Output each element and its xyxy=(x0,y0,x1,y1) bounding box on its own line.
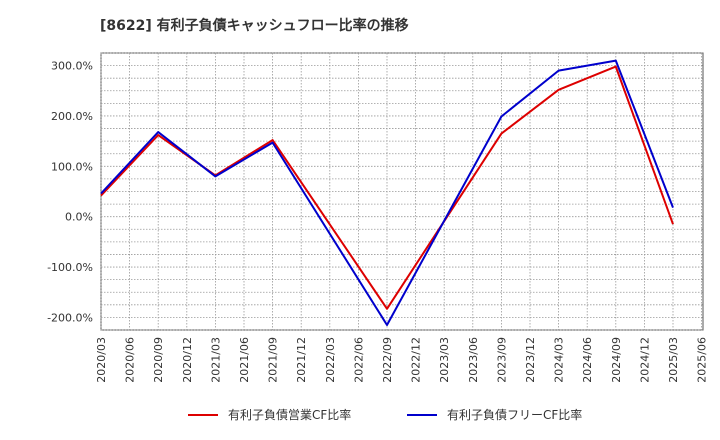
x-tick-label: 2020/12 xyxy=(181,337,194,383)
x-tick-label: 2025/03 xyxy=(667,337,680,383)
y-tick-label: -200.0% xyxy=(47,311,93,324)
x-tick-label: 2022/12 xyxy=(410,337,423,383)
x-tick-label: 2020/09 xyxy=(152,337,165,383)
y-tick-label: -100.0% xyxy=(47,261,93,274)
x-tick-label: 2021/09 xyxy=(267,337,280,383)
x-tick-label: 2021/12 xyxy=(295,337,308,383)
grid-lines xyxy=(100,52,703,331)
x-tick-label: 2023/09 xyxy=(495,337,508,383)
x-tick-label: 2022/06 xyxy=(352,337,365,383)
x-tick-label: 2020/03 xyxy=(95,337,108,383)
x-tick-label: 2022/03 xyxy=(324,337,337,383)
y-tick-label: 300.0% xyxy=(51,60,93,73)
series-lines xyxy=(100,59,674,326)
x-tick-label: 2025/06 xyxy=(696,337,709,383)
x-tick-label: 2021/06 xyxy=(238,337,251,383)
x-tick-label: 2023/12 xyxy=(524,337,537,383)
x-tick-label: 2022/09 xyxy=(381,337,394,383)
y-tick-label: 100.0% xyxy=(51,160,93,173)
y-axis-ticks: 300.0% 200.0% 100.0% 0.0% -100.0% -200.0% xyxy=(47,60,93,325)
x-tick-label: 2024/06 xyxy=(581,337,594,383)
x-tick-label: 2023/03 xyxy=(438,337,451,383)
legend-label-2: 有利子負債フリーCF比率 xyxy=(447,407,582,422)
x-tick-label: 2024/09 xyxy=(610,337,623,383)
series-line-1 xyxy=(100,65,674,310)
x-tick-label: 2024/03 xyxy=(553,337,566,383)
chart-title: [8622] 有利子負債キャッシュフロー比率の推移 xyxy=(100,17,409,34)
x-tick-label: 2023/06 xyxy=(467,337,480,383)
y-tick-label: 0.0% xyxy=(65,211,93,224)
x-tick-label: 2024/12 xyxy=(638,337,651,383)
x-axis-ticks: 2020/03 2020/06 2020/09 2020/12 2021/03 2021/… xyxy=(95,337,709,383)
legend-label-1: 有利子負債営業CF比率 xyxy=(228,407,351,422)
x-tick-label: 2021/03 xyxy=(209,337,222,383)
series-line-2 xyxy=(100,59,674,326)
x-tick-label: 2020/06 xyxy=(124,337,137,383)
y-tick-label: 200.0% xyxy=(51,110,93,123)
legend: 有利子負債営業CF比率 有利子負債フリーCF比率 xyxy=(188,407,582,422)
